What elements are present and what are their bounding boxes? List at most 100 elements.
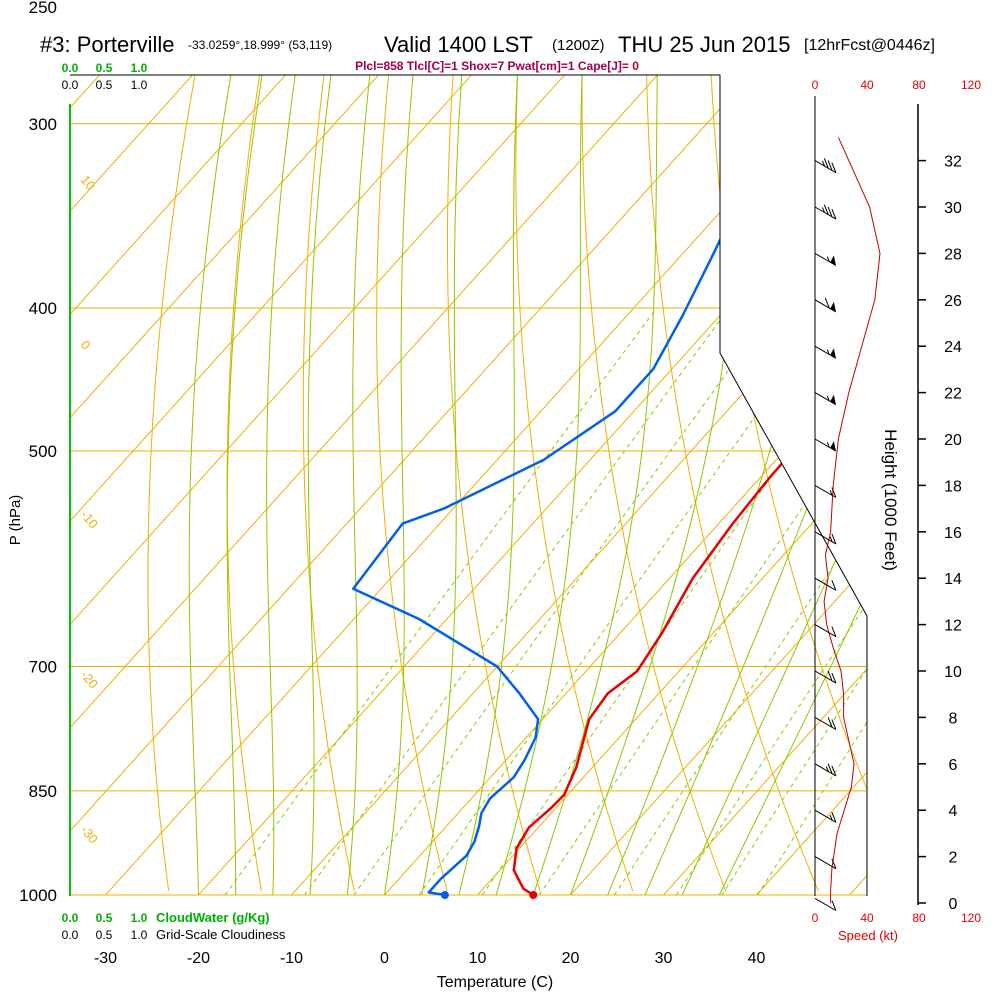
- cloudwater-scale-top: 1.0: [131, 61, 148, 75]
- wind-barb-half-feather: [822, 207, 825, 213]
- height-tick-label: 12: [944, 618, 962, 635]
- pressure-tick-label: 700: [29, 658, 57, 677]
- speed-tick-top: 120: [961, 78, 981, 92]
- moist-adiabat-line: [495, 75, 585, 896]
- moist-adiabat-line: [421, 75, 468, 896]
- speed-axis-label: Speed (kt): [838, 928, 898, 943]
- height-tick-label: 6: [949, 757, 958, 774]
- height-tick-label: 0: [949, 896, 958, 913]
- wind-barb-staff: [814, 856, 837, 870]
- wind-barb-half-feather: [826, 256, 830, 262]
- moist-adiabat-line: [458, 75, 522, 896]
- height-tick-label: 20: [944, 432, 962, 449]
- wind-barb-staff: [814, 484, 837, 498]
- dry-adiabat-line: [226, 75, 262, 892]
- isotherm-line: [291, 75, 867, 896]
- surface-temp-dot: [529, 891, 538, 899]
- speed-tick-bottom: 40: [860, 911, 874, 925]
- wind-barb: [814, 716, 837, 730]
- mixing-ratio-label: 12: [535, 893, 556, 914]
- wind-barb-feather: [831, 208, 837, 220]
- cloudiness-scale-top: 0.0: [62, 78, 79, 92]
- wind-barb-feather: [827, 670, 833, 682]
- height-tick-label: 16: [944, 525, 962, 542]
- temp-tick-label: -20: [187, 950, 210, 967]
- pressure-tick-label: 1000: [19, 886, 57, 905]
- utc-time: (1200Z): [552, 37, 605, 54]
- mixing-ratio-label: 8: [481, 895, 497, 911]
- cloudiness-scale-top: 1.0: [131, 78, 148, 92]
- wind-barb: [814, 670, 837, 684]
- height-tick-label: 32: [944, 154, 962, 171]
- speed-tick-bottom: 120: [961, 911, 981, 925]
- wind-barb-staff: [814, 531, 837, 545]
- temp-tick-label: 10: [469, 950, 487, 967]
- cloudiness-scale-bottom: 0.5: [96, 928, 113, 942]
- wind-barb-half-feather: [826, 442, 830, 448]
- moist-adiabat-line: [532, 75, 659, 896]
- wind-speed-profile-line: [823, 137, 881, 903]
- temp-tick-label: 0: [380, 950, 389, 967]
- mixing-ratio-label: 2: [303, 895, 319, 911]
- wind-barb-pennant: [830, 255, 836, 266]
- forecast-label: [12hrFcst@0446z]: [804, 37, 935, 54]
- wind-barb: [814, 763, 837, 777]
- height-axis-label: Height (1000 Feet): [881, 429, 900, 571]
- speed-tick-top: 0: [812, 78, 819, 92]
- height-tick-label: 30: [944, 200, 962, 217]
- wind-barb-feather: [831, 533, 837, 545]
- height-tick-label: 26: [944, 293, 962, 310]
- moist-adiabat-line: [226, 75, 274, 896]
- cloudwater-scale-top: 0.5: [96, 61, 113, 75]
- mixing-ratio-label: 1: [224, 895, 240, 911]
- height-tick-label: 10: [944, 664, 962, 681]
- moist-adiabat-line: [188, 75, 244, 896]
- mixing-ratio-line: [481, 307, 867, 896]
- wind-barb-feather: [831, 487, 837, 498]
- wind-barb-pennant: [830, 441, 836, 452]
- isotherm-line: [70, 75, 255, 896]
- temp-tick-label: -10: [280, 950, 303, 967]
- wind-barb-staff: [814, 897, 837, 911]
- cloudiness-scale-bottom: 1.0: [131, 928, 148, 942]
- wind-barb: [814, 624, 837, 638]
- mixing-ratio-line: [304, 307, 730, 896]
- station-coords: -33.0259°,18.999° (53,119): [188, 38, 332, 52]
- surface-dewpoint-dot: [440, 891, 449, 899]
- isotherm-line: [849, 75, 867, 896]
- speed-tick-bottom: 80: [912, 911, 926, 925]
- height-tick-label: 4: [949, 803, 958, 820]
- wind-barb: [814, 577, 837, 591]
- wind-barb-half-feather: [826, 395, 830, 402]
- wind-barb-feather: [827, 160, 833, 171]
- wind-barb-feather: [823, 204, 829, 215]
- isotherm-label: 0: [722, 225, 745, 249]
- isotherm-label: 10: [749, 353, 780, 384]
- dry-adiabat-line: [302, 75, 355, 892]
- isotherm-line: [70, 75, 348, 896]
- isotherm-line: [477, 75, 867, 896]
- height-tick-label: 18: [944, 478, 962, 495]
- moist-adiabat-line: [644, 75, 867, 896]
- wind-barb-staff: [814, 577, 837, 591]
- wind-barb-feather: [831, 765, 837, 777]
- dry-adiabat-line: [376, 75, 448, 892]
- speed-tick-bottom: 0: [812, 911, 819, 925]
- moist-adiabat-line: [307, 75, 341, 896]
- isotherm-label: -10: [78, 507, 102, 531]
- moist-adiabat-line: [266, 75, 306, 896]
- speed-tick-top: 40: [860, 78, 874, 92]
- isotherm-label: 0: [78, 337, 94, 352]
- temp-tick-label: 30: [655, 950, 673, 967]
- wind-barb-half-feather: [822, 160, 825, 167]
- wind-barb: [814, 809, 837, 823]
- speed-tick-top: 80: [912, 78, 926, 92]
- mixing-ratio-label: 3: [353, 895, 369, 911]
- wind-barb-feather: [831, 580, 837, 591]
- wind-barb-feather: [831, 719, 837, 730]
- station-title: #3: Porterville: [40, 32, 175, 57]
- wind-barb: [814, 897, 837, 911]
- wind-barb: [814, 531, 837, 545]
- wind-barb-feather: [827, 717, 833, 728]
- pressure-tick-label: 500: [29, 442, 57, 461]
